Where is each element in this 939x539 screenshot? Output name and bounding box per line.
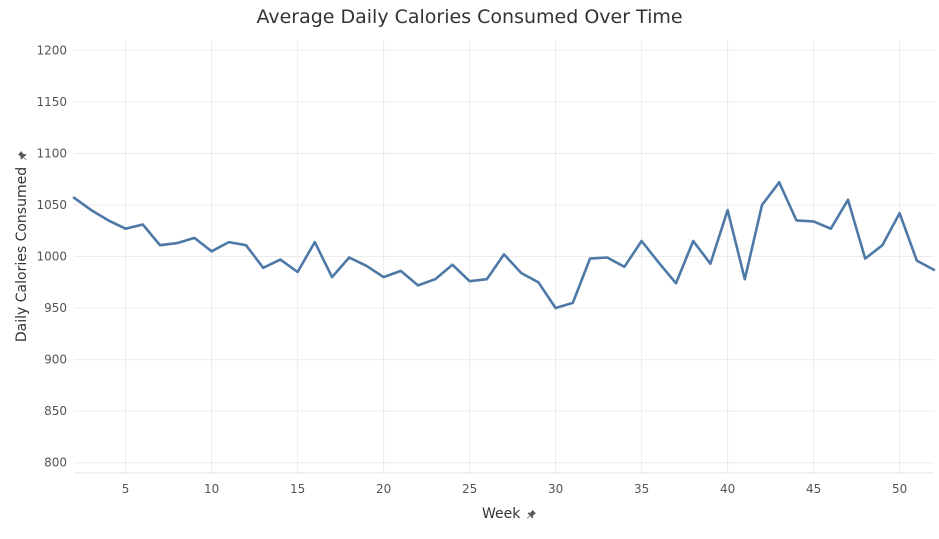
data-point[interactable]	[157, 242, 163, 248]
data-point[interactable]	[467, 278, 473, 284]
data-point[interactable]	[725, 207, 731, 213]
series-line	[72, 181, 936, 310]
data-point[interactable]	[776, 179, 782, 185]
data-point[interactable]	[312, 239, 318, 245]
data-point[interactable]	[260, 265, 266, 271]
data-point[interactable]	[570, 300, 576, 306]
data-point[interactable]	[518, 270, 524, 276]
data-point[interactable]	[277, 257, 283, 263]
data-point[interactable]	[398, 268, 404, 274]
data-point[interactable]	[432, 276, 438, 282]
data-point[interactable]	[553, 305, 559, 311]
data-point[interactable]	[415, 282, 421, 288]
data-point[interactable]	[243, 242, 249, 248]
data-point[interactable]	[742, 276, 748, 282]
y-tick-label: 800	[44, 456, 67, 470]
x-tick-label: 45	[806, 482, 821, 496]
data-point[interactable]	[449, 262, 455, 268]
y-tick-label: 900	[44, 353, 67, 367]
y-tick-label: 1000	[36, 250, 67, 264]
y-tick-label: 1200	[36, 43, 67, 57]
y-tick-label: 1150	[36, 95, 67, 109]
data-point[interactable]	[123, 226, 129, 232]
data-point[interactable]	[381, 274, 387, 280]
x-tick-label: 35	[634, 482, 649, 496]
pin-icon[interactable]	[17, 150, 28, 161]
data-point[interactable]	[174, 240, 180, 246]
y-tick-label: 950	[44, 301, 67, 315]
data-point[interactable]	[363, 263, 369, 269]
data-point[interactable]	[209, 248, 215, 254]
data-point[interactable]	[484, 276, 490, 282]
data-point[interactable]	[88, 207, 94, 213]
y-tick-label: 1050	[36, 198, 67, 212]
data-point[interactable]	[295, 269, 301, 275]
x-tick-label: 50	[892, 482, 907, 496]
data-point[interactable]	[897, 210, 903, 216]
x-axis-label-text: Week	[482, 506, 521, 522]
x-tick-label: 10	[204, 482, 219, 496]
data-point[interactable]	[140, 222, 146, 228]
data-point[interactable]	[914, 258, 920, 264]
data-point[interactable]	[329, 274, 335, 280]
data-point[interactable]	[931, 267, 937, 273]
y-tick-label: 850	[44, 404, 67, 418]
y-axis-label: Daily Calories Consumed	[14, 150, 30, 342]
data-point[interactable]	[639, 238, 645, 244]
x-tick-label: 20	[376, 482, 391, 496]
data-point[interactable]	[621, 264, 627, 270]
data-point[interactable]	[862, 256, 868, 262]
data-point[interactable]	[811, 218, 817, 224]
data-point[interactable]	[226, 239, 232, 245]
data-point[interactable]	[535, 279, 541, 285]
x-tick-label: 5	[122, 482, 130, 496]
data-point[interactable]	[845, 197, 851, 203]
data-point[interactable]	[105, 217, 111, 223]
x-tick-label: 25	[462, 482, 477, 496]
data-point[interactable]	[673, 280, 679, 286]
data-point[interactable]	[604, 255, 610, 261]
chart-title: Average Daily Calories Consumed Over Tim…	[256, 6, 683, 28]
data-point[interactable]	[690, 238, 696, 244]
data-point[interactable]	[346, 255, 352, 261]
pin-icon[interactable]	[526, 509, 537, 520]
data-point[interactable]	[501, 251, 507, 257]
data-point[interactable]	[191, 235, 197, 241]
data-point[interactable]	[656, 260, 662, 266]
data-point[interactable]	[879, 242, 885, 248]
y-tick-label: 1100	[36, 146, 67, 160]
data-point[interactable]	[587, 256, 593, 262]
x-axis-label: Week	[482, 506, 537, 522]
data-point[interactable]	[828, 226, 834, 232]
data-point[interactable]	[71, 195, 77, 201]
x-tick-label: 15	[290, 482, 305, 496]
data-point[interactable]	[759, 202, 765, 208]
x-tick-label: 30	[548, 482, 563, 496]
x-tick-label: 40	[720, 482, 735, 496]
data-point[interactable]	[793, 217, 799, 223]
data-point[interactable]	[707, 261, 713, 267]
